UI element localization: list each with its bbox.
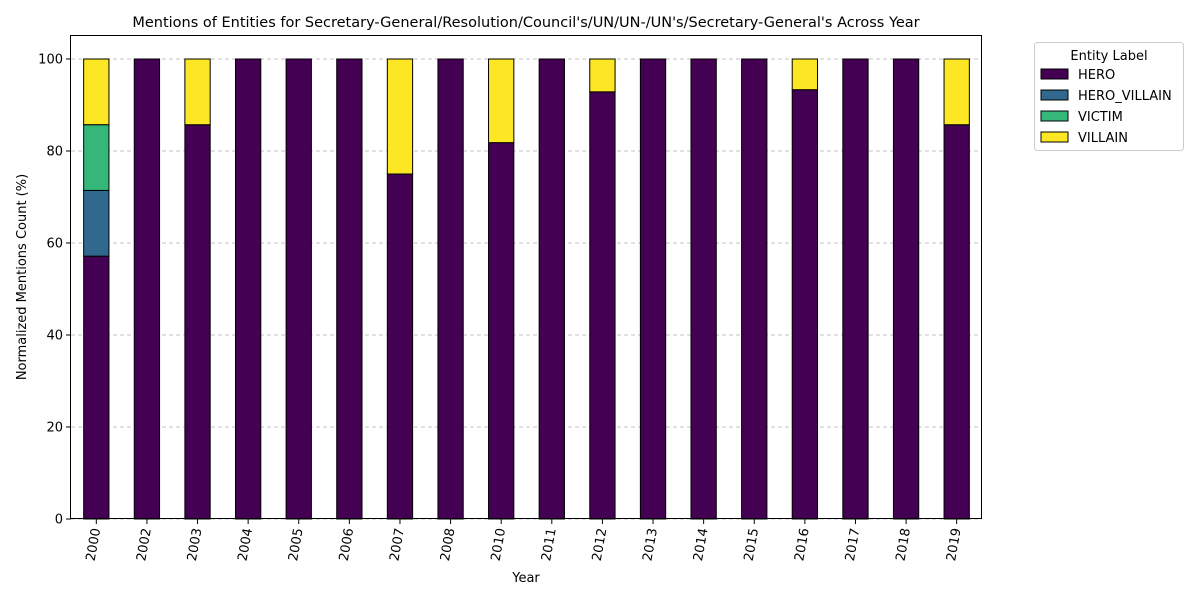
y-tick-label: 40	[46, 329, 63, 344]
bar-segment-hero	[488, 142, 515, 520]
legend: Entity Label HERO HERO_VILLAIN VICTIM VILLA…	[1034, 42, 1184, 151]
x-tick-label: 2015	[742, 527, 763, 562]
bar-segment-villain	[943, 58, 970, 126]
bar-segment-villain	[589, 58, 616, 93]
bar-segment-hero	[83, 255, 110, 520]
bar-segment-hero-villain	[83, 189, 110, 257]
x-tick-label: 2000	[84, 527, 105, 562]
y-axis-label: Normalized Mentions Count (%)	[15, 174, 30, 380]
legend-swatch	[1040, 110, 1069, 122]
bar-segment-hero	[285, 58, 312, 520]
bar-segment-hero	[589, 91, 616, 520]
bar-segment-villain	[83, 58, 110, 126]
y-tick-label: 20	[46, 421, 63, 436]
bar-segment-hero	[892, 58, 920, 520]
bar-segment-hero	[538, 58, 565, 520]
x-tick-label: 2008	[438, 527, 459, 562]
legend-label: VICTIM	[1078, 110, 1123, 125]
bar-segment-hero	[690, 58, 717, 520]
bar-segment-hero	[639, 58, 667, 520]
bar-segment-hero	[791, 89, 819, 520]
bar-segment-hero	[133, 58, 161, 520]
bar-segment-villain	[488, 58, 515, 144]
y-tick-label: 60	[46, 237, 63, 252]
bar-segment-hero	[386, 173, 414, 520]
y-axis: 0 20 40 60 80 100	[38, 53, 71, 528]
x-tick-label: 2007	[387, 527, 408, 562]
chart-title: Mentions of Entities for Secretary-Gener…	[132, 15, 919, 31]
bar-segment-villain	[386, 58, 414, 175]
bar-segment-hero	[943, 124, 970, 520]
legend-label: VILLAIN	[1078, 131, 1128, 146]
legend-title: Entity Label	[1070, 49, 1147, 64]
plot-frame	[70, 35, 982, 519]
x-axis: 2000 2002 2003 2004 2005 2006 2007 2008 2010 2011…	[84, 519, 965, 562]
bars-group	[83, 58, 970, 520]
x-tick-label: 2011	[539, 527, 560, 562]
legend-swatch	[1040, 131, 1069, 143]
bar-segment-victim	[83, 124, 110, 191]
x-tick-label: 2016	[792, 527, 813, 562]
bar-segment-hero	[842, 58, 869, 520]
y-tick-label: 0	[55, 513, 63, 528]
x-tick-label: 2012	[590, 527, 611, 562]
x-tick-label: 2002	[134, 527, 155, 562]
y-tick-label: 100	[38, 53, 63, 68]
x-tick-label: 2005	[286, 527, 307, 562]
bar-segment-villain	[184, 58, 211, 126]
legend-label: HERO_VILLAIN	[1078, 89, 1172, 104]
x-tick-label: 2006	[337, 527, 358, 562]
legend-swatch	[1040, 89, 1069, 101]
bar-segment-hero	[184, 124, 211, 520]
bar-segment-hero	[336, 58, 363, 520]
legend-swatch	[1040, 68, 1069, 80]
x-tick-label: 2003	[185, 527, 206, 562]
bar-segment-villain	[791, 58, 819, 91]
x-tick-label: 2013	[640, 527, 661, 562]
x-axis-label: Year	[511, 571, 540, 586]
x-tick-label: 2017	[843, 527, 864, 562]
x-tick-label: 2019	[944, 527, 965, 562]
legend-label: HERO	[1078, 68, 1115, 83]
bar-segment-hero	[741, 58, 768, 520]
x-tick-label: 2018	[894, 527, 915, 562]
y-tick-label: 80	[46, 145, 63, 160]
bar-segment-hero	[437, 58, 464, 520]
legend-frame	[1034, 42, 1184, 151]
bar-segment-hero	[234, 58, 262, 520]
x-tick-label: 2010	[489, 527, 510, 562]
x-tick-label: 2004	[236, 527, 257, 562]
x-tick-label: 2014	[691, 527, 712, 562]
